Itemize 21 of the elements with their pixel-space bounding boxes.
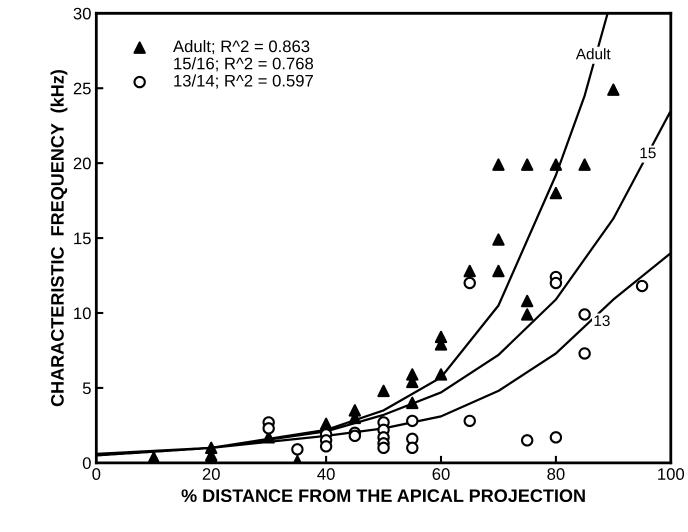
y-tick-label: 30 — [74, 8, 91, 20]
x-tick-label: 80 — [547, 468, 565, 480]
x-tick-label: 40 — [317, 468, 335, 480]
y-tick-label: 25 — [74, 82, 91, 94]
x-tick-label: 60 — [432, 468, 450, 480]
legend-label: Adult; R^2 = 0.863 — [173, 40, 310, 54]
y-tick-label: 20 — [74, 158, 91, 170]
annotation: Adult — [576, 48, 611, 60]
y-tick-label: 0 — [82, 457, 91, 470]
x-axis-title: % DISTANCE FROM THE APICAL PROJECTION — [182, 489, 585, 502]
y-tick-label: 15 — [74, 232, 91, 244]
annotation: 15 — [640, 148, 656, 158]
y-axis-title: CHARACTERISTIC FREQUENCY (kHz) — [50, 70, 68, 406]
y-tick-label: 5 — [82, 382, 91, 394]
x-tick-label: 20 — [202, 468, 220, 480]
annotation: 15/16; R^2 = 0.768 — [174, 57, 314, 72]
annotation: 13 — [594, 315, 610, 326]
y-tick-label: 10 — [74, 307, 91, 320]
x-tick-label: 100 — [658, 468, 684, 480]
x-tick-label: 0 — [92, 468, 100, 480]
legend-label: 13/14; R^2 = 0.597 — [174, 74, 313, 89]
